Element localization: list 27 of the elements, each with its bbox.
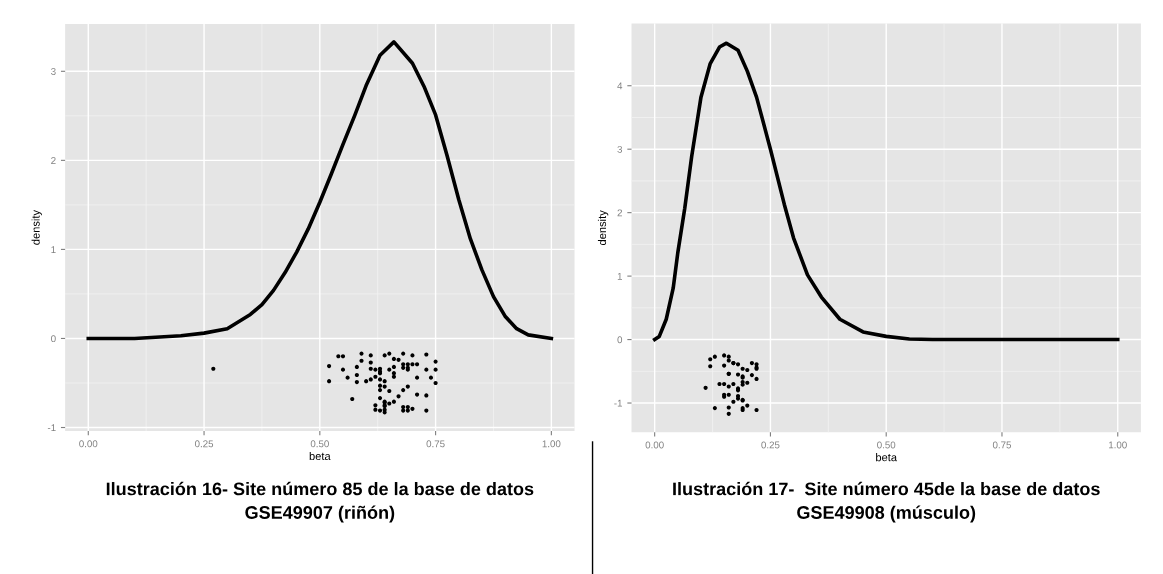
y-tick-label: -1 [47, 424, 56, 432]
y-tick-label: 2 [51, 157, 56, 164]
x-tick-label: 0.25 [194, 440, 214, 448]
y-tick-label: 3 [51, 68, 56, 75]
x-tick-label: 0.50 [310, 440, 329, 448]
y-tick-label: 1 [617, 272, 623, 280]
y-tick-label: 1 [51, 246, 56, 253]
y-tick-label: 3 [617, 145, 623, 153]
text: Ilustración 16- Site número 85 de la base de datos GSE49907 (riñón) [106, 481, 534, 523]
y-axis-title: density [31, 210, 42, 245]
x-axis-title: beta [309, 451, 331, 461]
y-tick-label: 0 [617, 336, 623, 344]
y-tick-label: -1 [614, 399, 623, 407]
y-axis-title: density [597, 210, 609, 246]
x-tick-label: 0.00 [79, 440, 98, 448]
x-tick-label: 1.00 [1109, 441, 1127, 449]
x-tick-label: 0.75 [992, 441, 1012, 449]
x-tick-label: 0.50 [877, 441, 896, 449]
y-tick-label: 4 [617, 82, 623, 90]
x-tick-label: 1.00 [542, 440, 561, 448]
y-tick-label: 2 [617, 209, 622, 217]
x-tick-label: 0.75 [426, 440, 445, 448]
x-tick-label: 0.00 [645, 441, 664, 449]
x-tick-label: 0.25 [761, 441, 780, 449]
y-tick-label: 0 [51, 335, 56, 343]
text: Ilustración 17- Site número 45de la base de datos GSE49908 (músculo) [673, 481, 1100, 523]
x-axis-title: beta [876, 453, 898, 462]
